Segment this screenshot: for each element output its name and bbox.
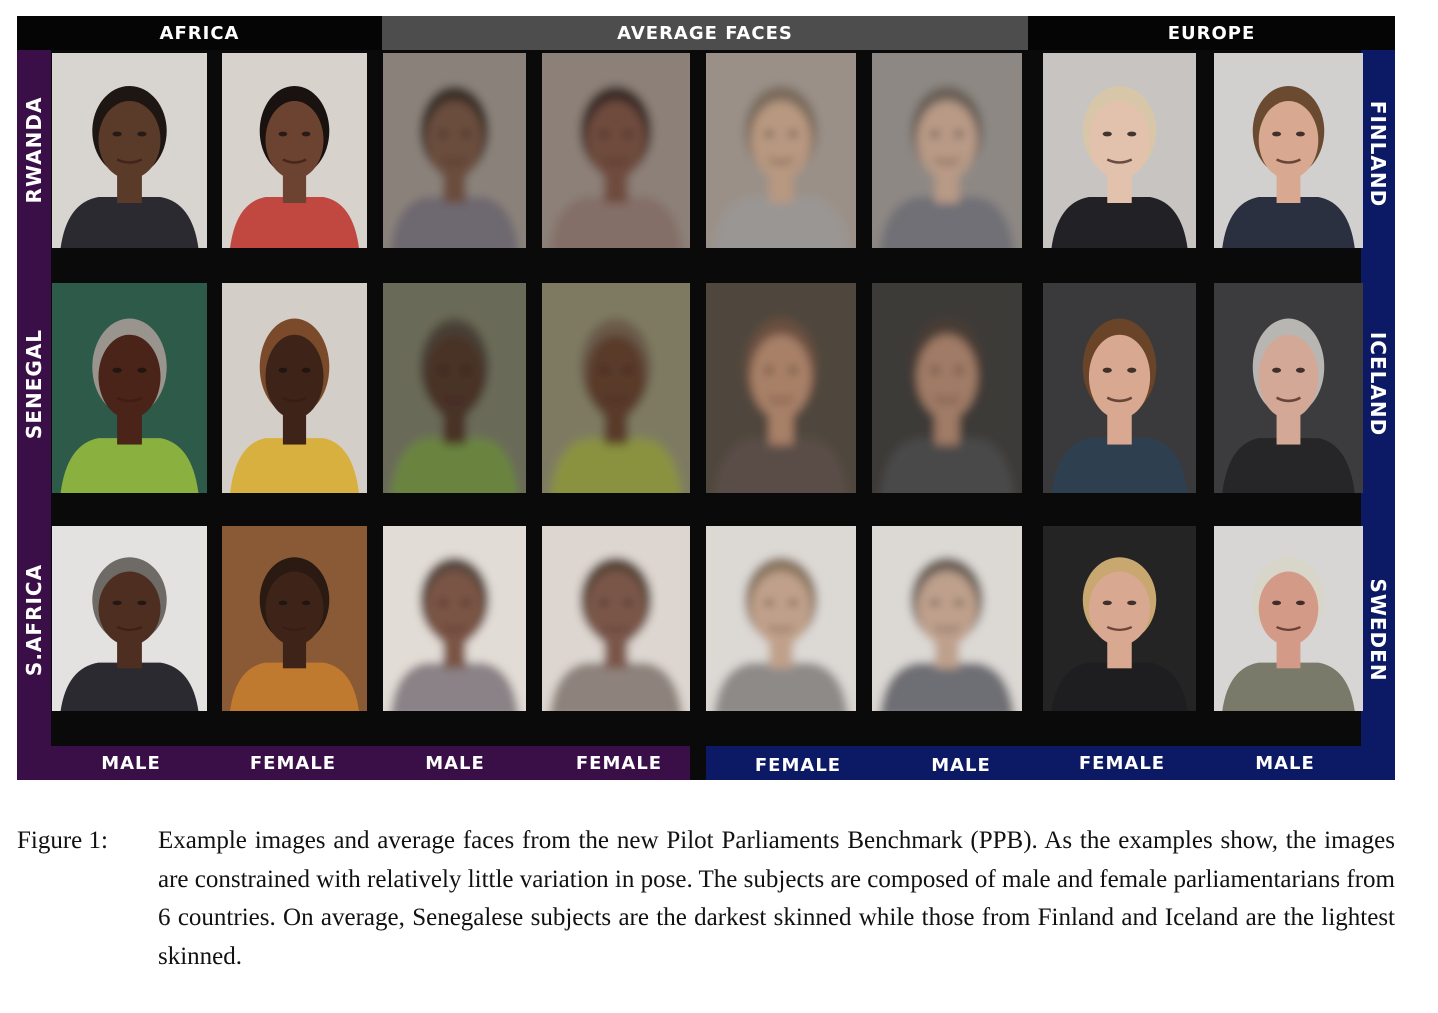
header-average-faces: AVERAGE FACES <box>382 16 1028 50</box>
figure-panel: AFRICA AVERAGE FACES EUROPE RWANDA SENEG… <box>17 16 1395 780</box>
finland-male-average <box>872 53 1022 248</box>
finland-female-portrait <box>1043 53 1196 248</box>
sweden-male-average <box>872 526 1022 711</box>
header-europe: EUROPE <box>1028 16 1395 50</box>
sweden-female-portrait <box>1043 526 1196 711</box>
rwanda-male-average <box>383 53 526 248</box>
left-country-bar <box>17 50 51 748</box>
iceland-male-portrait <box>1214 283 1363 493</box>
col-label-6: MALE <box>931 754 991 776</box>
caption-text: Example images and average faces from th… <box>158 827 1395 970</box>
bottom-bar-right <box>706 746 1395 780</box>
iceland-male-average <box>872 283 1022 493</box>
senegal-female-average <box>542 283 690 493</box>
col-label-2: FEMALE <box>249 752 337 774</box>
col-label-1: MALE <box>101 752 161 774</box>
row-label-senegal: SENEGAL <box>22 328 46 440</box>
senegal-male-portrait <box>52 283 207 493</box>
row-label-s-africa: S.AFRICA <box>22 563 46 677</box>
bottom-bar-left <box>17 746 690 780</box>
col-label-7: FEMALE <box>1078 752 1166 774</box>
rwanda-female-portrait <box>222 53 367 248</box>
col-label-5: FEMALE <box>754 754 842 776</box>
row-label-rwanda: RWANDA <box>22 96 46 204</box>
row-label-sweden: SWEDEN <box>1366 578 1390 682</box>
safrica-male-average <box>383 526 526 711</box>
col-label-8: MALE <box>1255 752 1315 774</box>
row-label-finland: FINLAND <box>1366 100 1390 208</box>
iceland-female-portrait <box>1043 283 1196 493</box>
caption-label: Figure 1: <box>17 827 108 854</box>
finland-female-average <box>706 53 856 248</box>
right-country-bar <box>1361 50 1395 748</box>
row-label-iceland: ICELAND <box>1366 331 1390 437</box>
col-label-4: FEMALE <box>575 752 663 774</box>
safrica-male-portrait <box>52 526 207 711</box>
safrica-female-portrait <box>222 526 367 711</box>
safrica-female-average <box>542 526 690 711</box>
sweden-female-average <box>706 526 856 711</box>
rwanda-female-average <box>542 53 690 248</box>
header-africa: AFRICA <box>17 16 382 50</box>
sweden-male-portrait <box>1214 526 1363 711</box>
col-label-3: MALE <box>425 752 485 774</box>
rwanda-male-portrait <box>52 53 207 248</box>
senegal-male-average <box>383 283 526 493</box>
iceland-female-average <box>706 283 856 493</box>
finland-male-portrait <box>1214 53 1363 248</box>
senegal-female-portrait <box>222 283 367 493</box>
